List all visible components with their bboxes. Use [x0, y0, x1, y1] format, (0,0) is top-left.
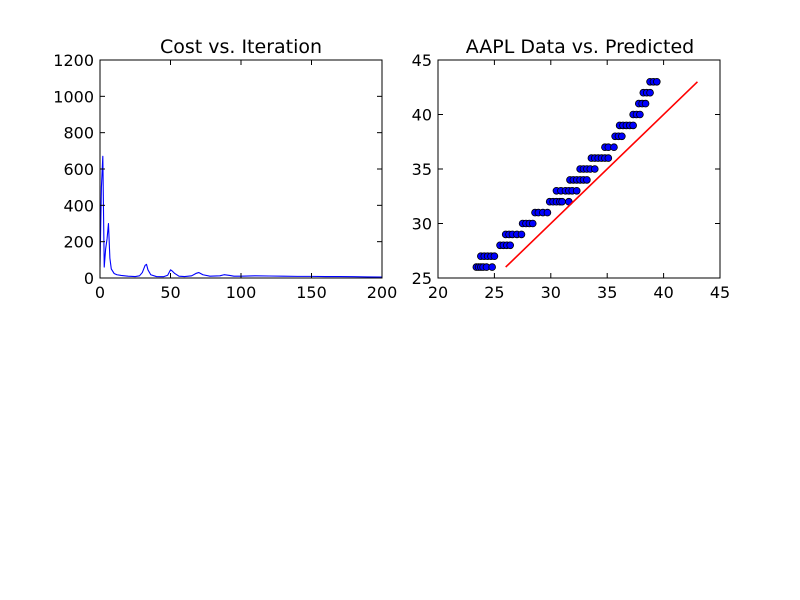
- aapl-chart-ytick-label: 40: [412, 106, 432, 125]
- aapl-chart-data-point: [506, 241, 514, 250]
- cost-chart-axes: 0 50 100 150 200 0 200 400 600 800 1000 1200: [53, 51, 397, 302]
- aapl-chart-xtick-label: 30: [541, 283, 561, 302]
- aapl-chart-data-point: [558, 197, 566, 206]
- cost-chart-ytick-label: 1200: [53, 51, 94, 70]
- cost-chart-ytick-label: 400: [63, 196, 94, 215]
- aapl-chart-frame: [437, 59, 721, 279]
- cost-chart-xtick-label: 150: [296, 283, 327, 302]
- cost-chart-xtick-label: 50: [160, 283, 180, 302]
- aapl-chart-marks: [472, 78, 698, 271]
- aapl-chart-data-point: [618, 132, 626, 141]
- cost-chart-marks: [100, 155, 382, 278]
- aapl-chart-data-point: [488, 263, 496, 271]
- cost-chart-plot-area: [100, 155, 382, 278]
- aapl-chart-plot-area: [472, 78, 698, 271]
- aapl-chart: AAPL Data vs. Predicted 20 25 30 35 40 452530…: [412, 36, 731, 302]
- aapl-chart-ytick-label: 25: [412, 269, 432, 288]
- aapl-chart-data-point: [653, 78, 661, 86]
- aapl-chart-data-point: [636, 110, 644, 119]
- cost-chart-ytick-label: 0: [84, 269, 94, 288]
- aapl-chart-data-point: [583, 176, 591, 184]
- cost-chart-ytick-label: 200: [63, 233, 94, 252]
- aapl-chart-xtick-label: 20: [428, 283, 448, 302]
- aapl-chart-data-point: [572, 187, 581, 195]
- aapl-chart-data-point: [629, 121, 637, 130]
- aapl-chart-series-line: [505, 81, 698, 268]
- cost-chart-xtick-label: 0: [95, 283, 105, 302]
- cost-chart-xtick-label: 100: [226, 283, 257, 302]
- aapl-chart-xtick-label: 40: [653, 283, 673, 302]
- aapl-chart-data-point: [517, 230, 526, 239]
- cost-chart-ytick-label: 800: [63, 124, 94, 143]
- aapl-chart-data-point: [604, 154, 613, 162]
- aapl-chart-xtick-label: 35: [597, 283, 617, 302]
- aapl-chart-ytick-label: 35: [412, 160, 432, 179]
- aapl-chart-data-point: [646, 88, 654, 97]
- aapl-chart-xtick-label: 45: [710, 283, 730, 302]
- cost-chart-title: Cost vs. Iteration: [160, 36, 322, 58]
- aapl-chart-ytick-label: 30: [412, 215, 432, 234]
- aapl-chart-data-point: [528, 219, 537, 228]
- aapl-chart-ytick-label: 45: [412, 51, 432, 70]
- cost-chart-ytick-label: 600: [63, 160, 94, 179]
- aapl-chart-data-point: [610, 143, 618, 152]
- aapl-chart-title: AAPL Data vs. Predicted: [466, 36, 694, 58]
- cost-chart-ytick-label: 1000: [53, 87, 94, 106]
- aapl-chart-data-point: [590, 165, 599, 173]
- cost-chart-frame: [99, 59, 383, 279]
- cost-chart-xtick-label: 200: [367, 283, 398, 302]
- aapl-chart-data-point: [490, 252, 499, 261]
- aapl-chart-xtick-label: 25: [484, 283, 504, 302]
- aapl-chart-data-point: [543, 208, 552, 217]
- cost-chart: Cost vs. Iteration 0 50 100 150 200 0 200 400 60…: [53, 36, 397, 302]
- cost-chart-series-line: [100, 155, 382, 278]
- aapl-chart-data-point: [641, 99, 650, 108]
